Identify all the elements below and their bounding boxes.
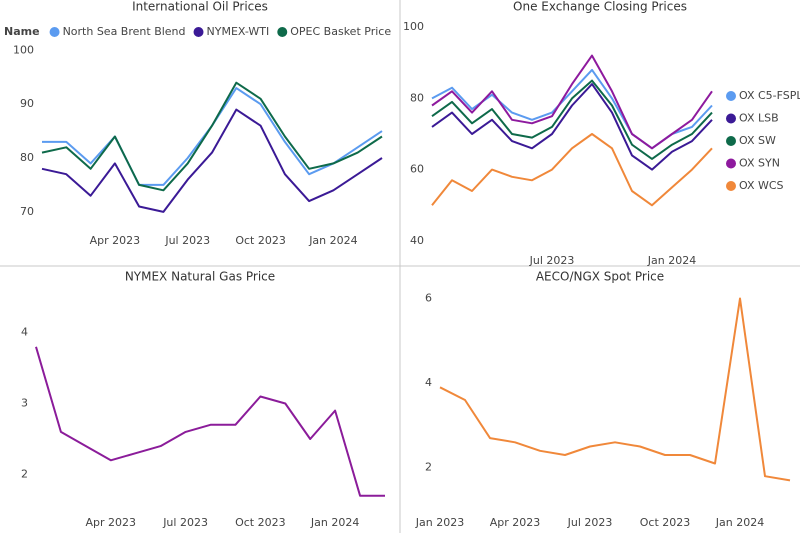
y-tick-label: 6 [425,291,432,304]
data-line [439,297,791,482]
legend-marker [726,158,736,169]
x-tick-label: Jan 2024 [308,234,357,247]
x-tick-label: Apr 2023 [86,516,137,529]
data-line [41,108,383,213]
x-tick-label: Apr 2023 [490,516,541,529]
legend-marker [726,113,736,124]
y-tick-label: 4 [21,326,28,339]
chart-title: NYMEX Natural Gas Price [125,270,275,284]
y-tick-label: 80 [20,151,34,164]
x-tick-label: Jan 2024 [647,254,696,267]
y-tick-label: 2 [425,461,432,474]
legend-marker [193,27,204,37]
x-tick-label: Jan 2023 [415,516,464,529]
data-line [431,83,713,171]
y-tick-label: 100 [403,20,424,33]
data-line [431,133,713,207]
legend-marker [726,136,736,146]
data-line [431,54,713,150]
data-line [41,81,383,192]
x-tick-label: Jan 2024 [310,516,359,529]
chart-title: One Exchange Closing Prices [513,0,687,14]
x-tick-label: Jul 2023 [567,516,613,529]
y-tick-label: 80 [410,91,424,104]
legend-label: NYMEX-WTI [207,25,270,38]
x-tick-label: Jul 2023 [162,516,208,529]
chart-title: International Oil Prices [132,0,268,14]
legend-marker [726,91,736,101]
legend-title: Name [4,25,40,38]
y-tick-label: 100 [13,43,34,56]
legend-label: North Sea Brent Blend [63,25,186,38]
x-tick-label: Oct 2023 [235,234,286,247]
x-tick-label: Jul 2023 [164,234,210,247]
x-tick-label: Oct 2023 [235,516,286,529]
legend-marker [726,181,736,191]
data-line [42,87,383,186]
x-tick-label: Jan 2024 [715,516,764,529]
y-tick-label: 2 [21,468,28,481]
legend-label: OX SYN [739,157,780,170]
legend-label: OX LSB [739,112,779,125]
legend-marker [49,27,60,37]
x-tick-label: Jul 2023 [529,254,575,267]
legend-label: OX WCS [739,179,784,192]
y-tick-label: 40 [410,234,424,247]
y-tick-label: 90 [20,97,34,110]
legend-label: OX C5-FSPL [739,89,800,102]
legend-marker [277,27,288,37]
data-line [431,79,713,160]
y-tick-label: 3 [21,397,28,410]
y-tick-label: 4 [425,376,432,389]
data-line [35,346,385,497]
legend-label: OPEC Basket Price [290,25,391,38]
x-tick-label: Oct 2023 [640,516,691,529]
y-tick-label: 60 [410,163,424,176]
chart-title: AECO/NGX Spot Price [536,270,664,284]
y-tick-label: 70 [20,205,34,218]
x-tick-label: Apr 2023 [90,234,141,247]
legend-label: OX SW [739,134,776,147]
